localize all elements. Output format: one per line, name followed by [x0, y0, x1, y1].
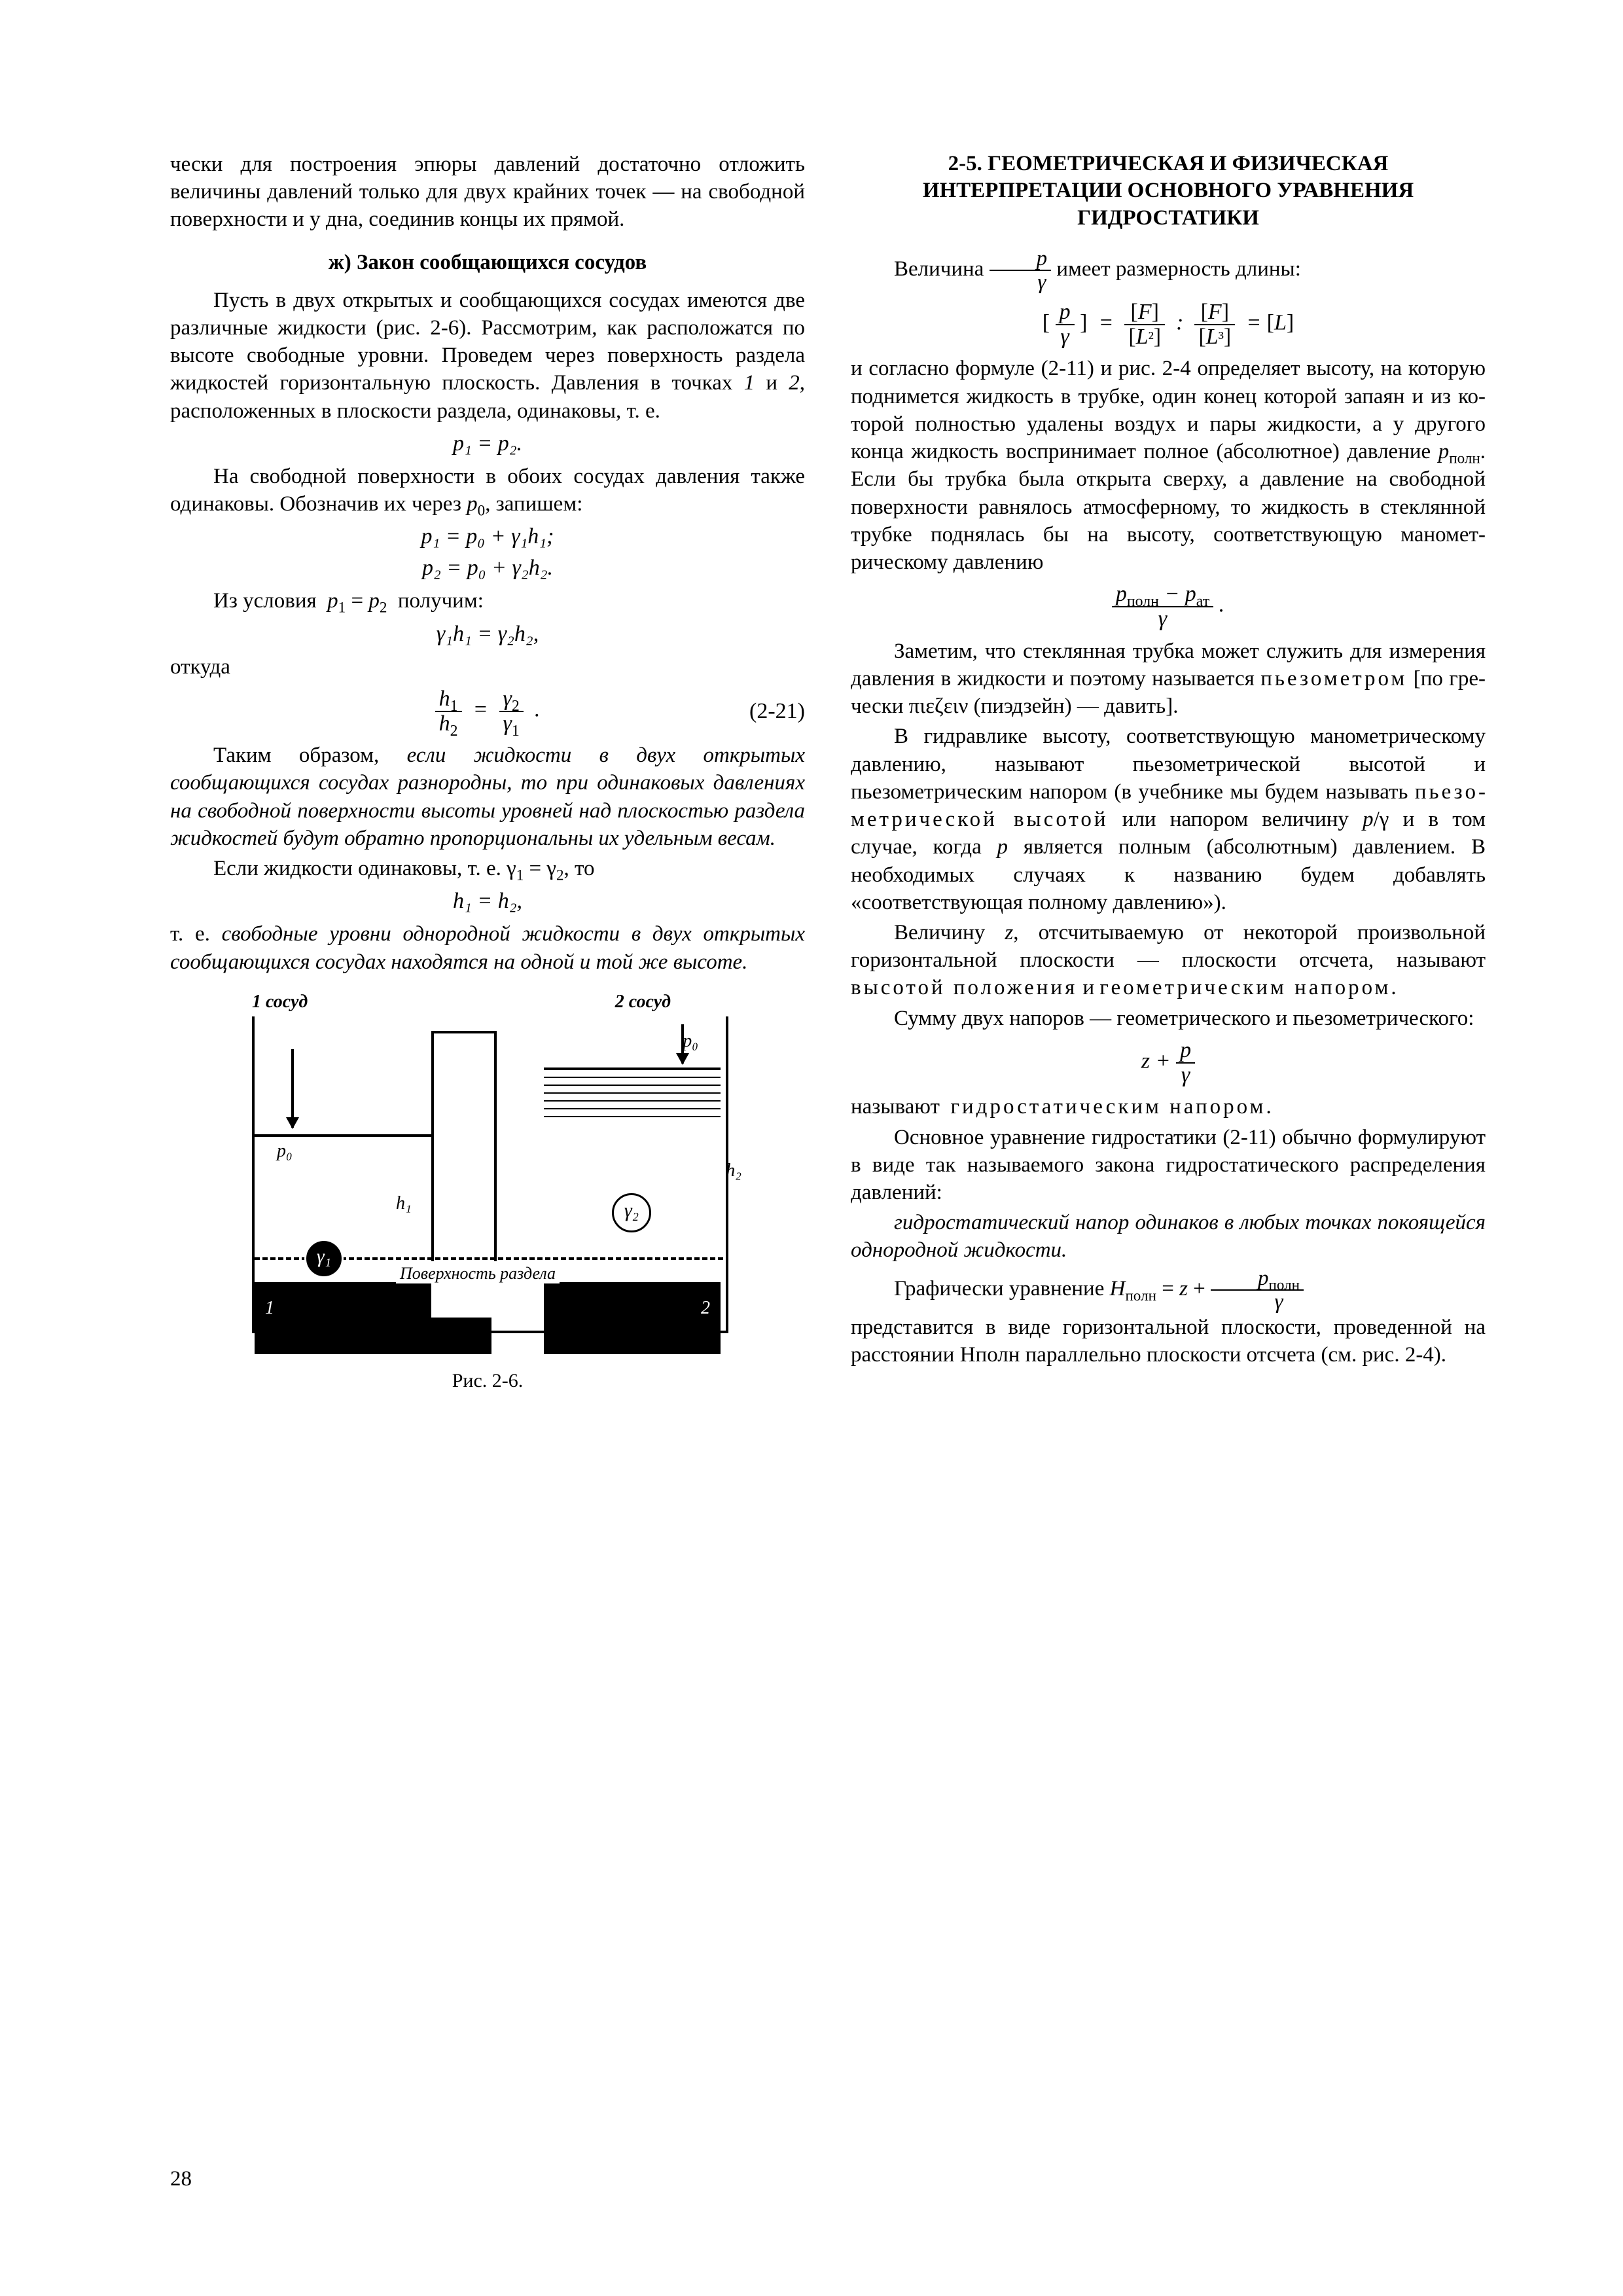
page-number: 28 [170, 2167, 192, 2191]
para-r8: Основное уравнение гидростатики (2-11) о… [851, 1124, 1486, 1207]
para-otkuda: откуда [170, 653, 805, 681]
label-interface: Поверхность раздела [396, 1264, 560, 1283]
para-l4: Таким образом, если жидкости в двух от­к… [170, 742, 805, 852]
equation-p2: p₂ = p₀ + γ₂h₂. [170, 556, 805, 581]
para-r3: Заметим, что стеклянная трубка может слу… [851, 637, 1486, 721]
equation-h1h2: h₁ = h₂, [170, 889, 805, 914]
para-r4: В гидравлике высоту, соответствующую ман… [851, 723, 1486, 916]
frac-g2-g1: γ2 γ1 [499, 687, 524, 735]
label-p0-left: p₀ [277, 1141, 293, 1162]
label-h2: h₂ [726, 1160, 741, 1181]
para-r5: Величину z, отсчитываемую от некоторой п… [851, 919, 1486, 1002]
figure-2-6: 1 сосуд 2 сосуд [200, 990, 776, 1357]
para-r2: и согласно формуле (2-11) и рис. 2-4 опр… [851, 355, 1486, 576]
label-p0-right: p₀ [683, 1031, 698, 1052]
bottom-fluid-right [544, 1282, 721, 1354]
para-r6: Сумму двух напоров — геометрического и п… [851, 1005, 1486, 1032]
label-vessel-1: 1 сосуд [252, 992, 308, 1013]
para-l3: Из условия p1 = p2 получим: [170, 587, 805, 615]
para-r1: Величина p γ имеет размерность длины: [851, 247, 1486, 294]
left-free-surface [255, 1134, 431, 1137]
gamma1-circle: γ₁ [304, 1239, 344, 1278]
figure-caption: Рис. 2-6. [170, 1370, 805, 1392]
para-l5: Если жидкости одинаковы, т. е. γ1 = γ2, … [170, 855, 805, 882]
equation-p1-eq-p2: p₁ = p₂. [170, 431, 805, 456]
equation-dimension: [ pγ ] = [F][L²] : [F][L³] = [L] [851, 300, 1486, 348]
center-barrier [431, 1031, 497, 1261]
para-r9: гидростатический напор одинаков в любых … [851, 1209, 1486, 1264]
two-column-layout: чески для построения эпюры давлений дост… [170, 151, 1486, 2016]
para-l6: т. е. свободные уровни однородной жидкос… [170, 920, 805, 975]
equation-p1: p₁ = p₀ + γ₁h₁; [170, 524, 805, 549]
frac-p-gamma: p γ [990, 247, 1052, 294]
label-point-2: 2 [701, 1298, 710, 1319]
equation-2-21: h1 h2 = γ2 γ1 . (2-21) [170, 687, 805, 735]
gamma2-circle: γ₂ [612, 1193, 651, 1232]
section-heading-2-5: 2-5. ГЕОМЕТРИЧЕСКАЯ И ФИЗИЧЕСКАЯ ИНТЕРПР… [851, 151, 1486, 232]
equation-gh: γ₁h₁ = γ₂h₂, [170, 622, 805, 647]
bottom-fluid-left [255, 1282, 431, 1354]
arrow-p0-left [291, 1049, 294, 1128]
para-intro: чески для построения эпюры давлений дост… [170, 151, 805, 234]
subsection-heading: ж) Закон сообщающихся сосудов [170, 251, 805, 275]
label-vessel-2: 2 сосуд [615, 992, 671, 1013]
frac-h1-h2: h1 h2 [435, 687, 462, 735]
right-free-surface [544, 1067, 721, 1136]
equation-z-plus-pg: z + pγ [851, 1039, 1486, 1086]
equation-number: (2-21) [749, 699, 805, 724]
page: чески для построения эпюры давлений дост… [0, 0, 1623, 2296]
label-point-1: 1 [265, 1298, 274, 1319]
bottom-fluid-center [431, 1318, 491, 1354]
para-l1: Пусть в двух открытых и сообщающихся сос… [170, 287, 805, 425]
para-r7: называют гидростатическим напо­ром. [851, 1093, 1486, 1121]
figure-2-6-block: 1 сосуд 2 сосуд [170, 990, 805, 1392]
label-h1: h₁ [396, 1193, 412, 1214]
para-l2: На свободной поверхности в обоих сосудах… [170, 463, 805, 518]
equation-manometric: pполн − pат γ . [851, 583, 1486, 630]
para-r10: Графически уравнение Hполн = z + pполнγ … [851, 1267, 1486, 1369]
